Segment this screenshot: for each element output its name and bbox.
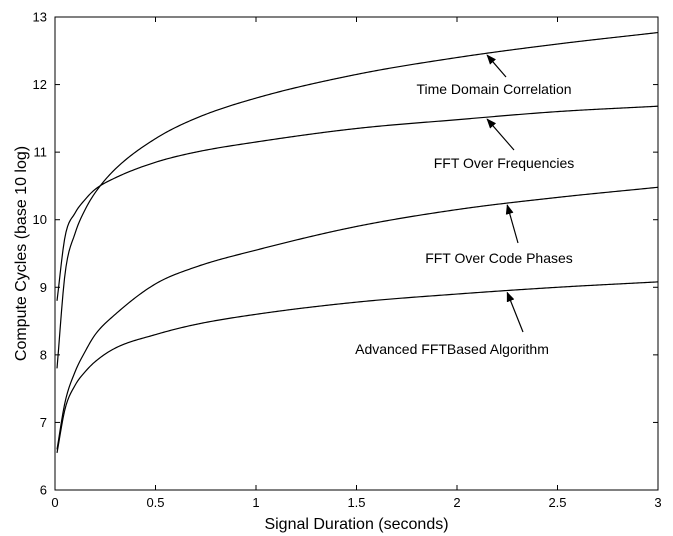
- series-line-4: [56, 281, 659, 453]
- x-axis: 0 0.5 1 1.5 2 2.5 3: [51, 17, 662, 510]
- x-tick-label: 2: [453, 495, 460, 510]
- series-line-2: [56, 105, 659, 301]
- y-tick-label: 12: [33, 77, 47, 92]
- series-line-3: [56, 186, 659, 450]
- x-tick-label: 1.5: [347, 495, 365, 510]
- y-axis-label: Compute Cycles (base 10 log): [13, 146, 30, 361]
- x-tick-label: 0: [51, 495, 58, 510]
- annotation-arrow: [505, 204, 519, 244]
- y-tick-label: 6: [40, 483, 47, 498]
- annotation-label: FFT Over Frequencies: [434, 155, 575, 171]
- annotation-label: Time Domain Correlation: [416, 81, 571, 97]
- y-axis: 6 7 8 9 10 11 12 13: [33, 10, 658, 498]
- x-tick-label: 1: [252, 495, 259, 510]
- annotation-arrow: [506, 291, 524, 333]
- annotation-label: Advanced FFTBased Algorithm: [355, 341, 549, 357]
- x-axis-label: Signal Duration (seconds): [264, 516, 448, 533]
- annotations: Time Domain Correlation FFT Over Frequenc…: [355, 54, 575, 357]
- y-tick-label: 13: [33, 10, 47, 25]
- y-tick-label: 7: [40, 415, 47, 430]
- y-tick-label: 8: [40, 347, 47, 362]
- annotation-label: FFT Over Code Phases: [425, 250, 573, 266]
- y-tick-label: 9: [40, 280, 47, 295]
- annotation-arrow: [486, 54, 507, 78]
- y-tick-label: 10: [33, 212, 47, 227]
- x-tick-label: 0.5: [146, 495, 164, 510]
- y-tick-label: 11: [34, 145, 48, 160]
- series-line-1: [56, 31, 659, 369]
- series-lines: [56, 31, 659, 453]
- annotation-arrow: [486, 118, 515, 151]
- x-tick-label: 2.5: [548, 495, 566, 510]
- x-tick-label: 3: [654, 495, 661, 510]
